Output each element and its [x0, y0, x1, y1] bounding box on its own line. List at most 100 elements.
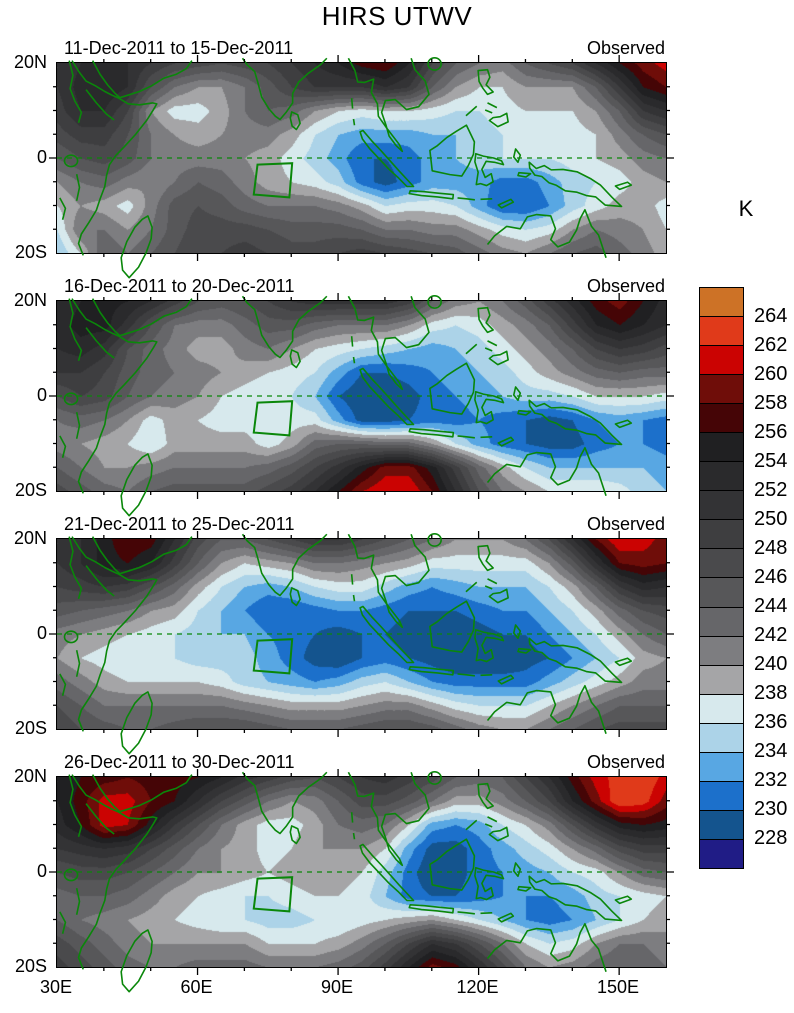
coastline: [514, 863, 531, 891]
coastline: [529, 876, 621, 920]
map-area: 20N 0 20S: [14, 528, 674, 737]
y-tick-label-20n: 20N: [13, 766, 47, 786]
coastline-layer: [57, 777, 666, 967]
panel-header: 11-Dec-2011 to 15-Dec-2011 Observed: [56, 37, 665, 59]
panel-date-range: 26-Dec-2011 to 30-Dec-2011: [64, 752, 295, 772]
panel-date-range: 16-Dec-2011 to 20-Dec-2011: [64, 276, 295, 296]
coastline: [121, 454, 152, 516]
coastline: [348, 772, 429, 865]
panel-header: 21-Dec-2011 to 25-Dec-2011 Observed: [56, 513, 665, 535]
coastline: [409, 667, 513, 684]
colorbar-segment: [700, 316, 743, 346]
coastline: [428, 296, 441, 308]
coastline: [93, 537, 192, 574]
coastline: [430, 839, 475, 890]
map-annotations: [49, 531, 674, 737]
colorbar-tick-label: 232: [754, 769, 788, 791]
colorbar-segment: [700, 606, 743, 636]
panel-header: 16-Dec-2011 to 20-Dec-2011 Observed: [56, 275, 665, 297]
coastline: [60, 299, 114, 458]
map-annotations: [49, 293, 674, 499]
colorbar-segment: [700, 693, 743, 723]
coastline: [475, 154, 504, 186]
coastline: [243, 296, 327, 357]
colorbar-segment: [700, 751, 743, 781]
colorbar-segment: [700, 577, 743, 607]
y-tick-label-0: 0: [36, 385, 47, 405]
map-area: 20N 0 20S: [14, 52, 674, 261]
axis-ticks: [49, 293, 674, 499]
coastline: [93, 299, 192, 336]
panel-date-range: 11-Dec-2011 to 15-Dec-2011: [64, 38, 294, 58]
coastline: [121, 692, 152, 754]
colorbar-tick-label: 234: [754, 740, 788, 762]
coastline: [529, 400, 621, 444]
panel-source-label: Observed: [586, 514, 665, 534]
coastline: [430, 601, 475, 652]
coastline: [488, 210, 607, 258]
colorbar-tick-label: 254: [754, 450, 788, 472]
y-tick-label-20n: 20N: [13, 528, 47, 548]
colorbar-segment: [700, 288, 743, 317]
coastline: [93, 775, 192, 812]
y-tick-label-20s: 20S: [14, 718, 47, 738]
y-tick-label-0: 0: [36, 147, 47, 167]
colorbar-segment: [700, 780, 743, 810]
analysis-box: [252, 638, 294, 675]
colorbar-segment: [700, 548, 743, 578]
colorbar-tick-label: 248: [754, 537, 788, 559]
coastline: [72, 299, 157, 494]
coastline: [466, 546, 508, 603]
coastline: [409, 905, 513, 922]
coastline: [352, 574, 355, 601]
coastline: [290, 350, 300, 368]
colorbar-segment: [700, 490, 743, 520]
x-tick-label-60e: 60E: [180, 977, 213, 997]
colorbar-tick-label: 230: [754, 798, 788, 820]
colorbar-unit-label: K: [738, 196, 754, 221]
colorbar-segment: [700, 722, 743, 752]
coastline: [290, 588, 300, 606]
coastline: [72, 775, 157, 970]
coastline: [352, 98, 355, 125]
coastline: [348, 296, 429, 389]
coastline: [615, 896, 631, 903]
colorbar-segment: [700, 809, 743, 839]
coastline: [72, 537, 157, 732]
analysis-box: [252, 162, 294, 199]
coastline: [60, 61, 114, 220]
panel-source-label: Observed: [586, 752, 665, 772]
coastline: [428, 772, 441, 784]
coastline: [430, 125, 475, 176]
coastline: [121, 216, 152, 278]
axis-ticks: [49, 531, 674, 737]
coastline: [514, 387, 531, 415]
coastline-layer: [57, 301, 666, 491]
coastline: [72, 61, 157, 256]
colorbar-segment: [700, 635, 743, 665]
coastline: [529, 638, 621, 682]
y-tick-label-20s: 20S: [14, 956, 47, 976]
colorbar-tick-label: 256: [754, 421, 788, 443]
colorbar-tick-label: 240: [754, 653, 788, 675]
coastline: [409, 191, 513, 208]
colorbar-tick-label: 252: [754, 479, 788, 501]
map-panel-4: 26-Dec-2011 to 30-Dec-2011 Observed 20N …: [14, 752, 674, 967]
coastline: [243, 534, 327, 595]
coastline: [615, 420, 631, 427]
coastline: [360, 844, 413, 900]
coastline-layer: [57, 63, 666, 253]
map-area: 20N 0 20S: [14, 290, 674, 499]
coastline: [529, 162, 621, 206]
y-tick-label-20s: 20S: [14, 480, 47, 500]
coastline: [475, 868, 504, 900]
panel-source-label: Observed: [586, 38, 665, 58]
colorbar-tick-label: 244: [754, 595, 788, 617]
coastline: [352, 812, 355, 839]
colorbar-segment: [700, 345, 743, 375]
map-annotations: [49, 55, 674, 261]
colorbar-tick-label: 246: [754, 566, 788, 588]
coastline: [93, 61, 192, 98]
analysis-box: [252, 876, 294, 913]
map-panel-2: 16-Dec-2011 to 20-Dec-2011 Observed 20N …: [14, 276, 674, 499]
